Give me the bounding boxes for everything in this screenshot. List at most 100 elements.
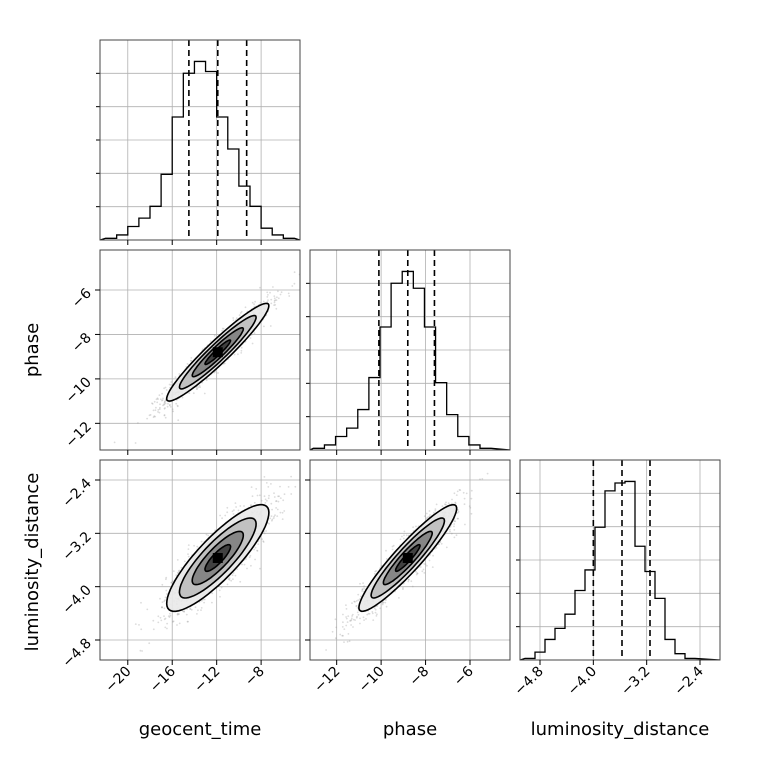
sample-point [435,503,438,506]
sample-point [161,583,164,586]
sample-point [445,501,447,504]
sample-point [161,606,164,608]
sample-point [453,523,456,525]
sample-point [213,371,216,374]
sample-point [169,612,171,615]
sample-point [190,360,193,362]
y-tick-label-luminosity-distance: −4.8 [59,636,94,671]
x-tick-label-phase: −8 [406,664,432,690]
sample-point [258,494,261,497]
pair-panel-geocent-time-luminosity-distance: −4.8−4.0−3.2−2.4−20 −16 −12 −8 [59,459,301,696]
sample-point [354,619,356,621]
sample-point [139,649,142,652]
sample-point [350,617,353,620]
sample-point [260,499,263,502]
sample-point [351,615,353,617]
sample-point [244,306,247,309]
sample-point [385,605,388,608]
x-tick-label-luminosity-distance: −3.2 [618,664,653,699]
sample-point [183,560,186,563]
sample-point [348,640,351,643]
sample-point [152,416,155,419]
contour-line [178,517,257,599]
sample-point [455,534,458,537]
sample-point [350,624,352,626]
sample-point [157,411,159,413]
sample-point [367,612,370,615]
sample-point [415,570,417,573]
sample-point [166,405,169,408]
sample-point [270,515,273,517]
sample-point [263,532,266,535]
sample-point [207,534,210,537]
sample-point [464,523,466,526]
sample-point [275,299,278,301]
sample-point [156,397,159,400]
hist-panel-phase [306,249,511,455]
sample-point [113,441,116,444]
sample-point [228,579,231,581]
sample-point [403,530,406,533]
sample-point [277,290,279,293]
x-tick-label-geocent-time: −12 [191,664,223,696]
sample-point [188,392,191,394]
sample-point [219,514,222,517]
sample-point [273,515,275,518]
sample-point [232,317,235,319]
sample-point [343,628,346,630]
sample-point [231,574,234,576]
sample-point [158,411,161,414]
sample-point [272,286,274,288]
sample-point [345,616,347,618]
sample-point [270,483,272,485]
sample-point [281,518,284,520]
sample-point [172,570,175,572]
sample-point [382,601,385,604]
sample-point [235,317,238,320]
sample-point [234,574,237,577]
sample-point [163,607,166,610]
sample-point [368,612,371,615]
sample-point [438,543,440,546]
x-axis-label-phase: phase [383,719,437,740]
x-tick-label-phase: −10 [356,664,388,696]
sample-point [263,476,266,478]
sample-point [211,601,213,604]
sample-point [163,414,166,416]
sample-point [346,640,349,643]
sample-point [463,497,466,500]
sample-point [426,564,428,567]
sample-point [357,599,360,601]
sample-point [226,511,229,514]
panel-frame [519,459,721,661]
sample-point [221,327,224,330]
sample-point [424,563,427,566]
sample-point [354,600,356,603]
sample-point [186,620,189,623]
sample-point [231,510,234,513]
sample-point [373,572,376,575]
sample-point [182,610,184,613]
sample-point [175,402,178,405]
sample-point [255,488,258,490]
sample-point [410,580,413,583]
sample-point [355,600,358,602]
sample-point [274,514,276,517]
sample-point [152,628,155,631]
panel-frame [309,459,511,661]
sample-point [402,587,404,589]
sample-point [264,498,267,501]
sample-point [419,566,422,568]
sample-point [163,387,166,390]
sample-point [277,297,280,300]
sample-point [248,556,251,559]
sample-point [279,485,281,488]
sample-point [164,617,167,620]
sample-point [425,512,428,515]
sample-point [351,602,353,604]
sample-point [334,637,337,640]
sample-point [261,538,263,541]
sample-point [275,500,278,502]
sample-point [341,634,344,637]
sample-point [365,618,367,620]
